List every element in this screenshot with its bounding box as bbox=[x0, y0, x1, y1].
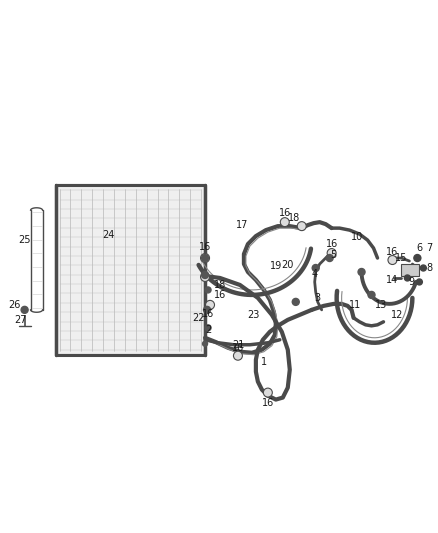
Circle shape bbox=[233, 351, 242, 360]
Text: 9: 9 bbox=[408, 277, 414, 287]
Text: 18: 18 bbox=[214, 280, 226, 290]
Circle shape bbox=[263, 388, 272, 397]
Circle shape bbox=[414, 255, 421, 262]
Text: 16: 16 bbox=[199, 242, 211, 252]
Text: 8: 8 bbox=[426, 263, 432, 273]
Circle shape bbox=[204, 306, 211, 313]
Circle shape bbox=[21, 306, 28, 313]
Text: 20: 20 bbox=[282, 260, 294, 270]
Circle shape bbox=[404, 275, 410, 281]
Text: 25: 25 bbox=[18, 235, 31, 245]
Text: 16: 16 bbox=[386, 247, 399, 257]
Text: 18: 18 bbox=[288, 213, 300, 223]
Text: 4: 4 bbox=[311, 269, 318, 279]
Circle shape bbox=[201, 254, 209, 263]
Text: 16: 16 bbox=[262, 398, 274, 408]
Text: 11: 11 bbox=[350, 300, 362, 310]
Text: 16: 16 bbox=[325, 239, 338, 249]
Circle shape bbox=[420, 265, 426, 271]
Circle shape bbox=[201, 271, 208, 278]
Text: 16: 16 bbox=[202, 309, 214, 319]
Text: 22: 22 bbox=[192, 313, 204, 323]
Text: 16: 16 bbox=[214, 290, 226, 300]
Circle shape bbox=[205, 287, 211, 293]
Text: 27: 27 bbox=[14, 315, 27, 325]
Bar bbox=[56, 185, 205, 355]
Circle shape bbox=[280, 217, 289, 227]
Text: 1: 1 bbox=[261, 357, 267, 367]
Text: 17: 17 bbox=[236, 220, 248, 230]
Circle shape bbox=[417, 279, 422, 285]
Text: 2: 2 bbox=[205, 325, 211, 335]
Bar bbox=[401, 264, 419, 276]
Text: 14: 14 bbox=[386, 275, 399, 285]
Circle shape bbox=[327, 248, 336, 257]
Circle shape bbox=[368, 292, 375, 298]
Text: 13: 13 bbox=[375, 300, 388, 310]
Text: 6: 6 bbox=[416, 243, 422, 253]
Text: 23: 23 bbox=[248, 310, 260, 320]
Circle shape bbox=[326, 255, 333, 262]
Text: 26: 26 bbox=[8, 300, 21, 310]
Text: 21: 21 bbox=[232, 340, 244, 350]
Circle shape bbox=[297, 222, 306, 231]
Text: 7: 7 bbox=[426, 243, 432, 253]
Circle shape bbox=[205, 325, 211, 331]
Text: 24: 24 bbox=[102, 230, 115, 240]
Text: 5: 5 bbox=[331, 250, 337, 260]
Text: 19: 19 bbox=[270, 261, 282, 271]
Text: 16: 16 bbox=[279, 208, 291, 218]
Text: 15: 15 bbox=[395, 253, 408, 263]
Circle shape bbox=[202, 341, 208, 346]
Circle shape bbox=[292, 298, 299, 305]
Circle shape bbox=[358, 269, 365, 276]
Text: 10: 10 bbox=[351, 232, 364, 242]
Circle shape bbox=[388, 255, 397, 264]
Text: 12: 12 bbox=[391, 310, 404, 320]
Circle shape bbox=[201, 255, 208, 262]
Text: 16: 16 bbox=[232, 343, 244, 353]
Circle shape bbox=[312, 264, 319, 271]
Circle shape bbox=[205, 301, 215, 309]
Circle shape bbox=[201, 272, 209, 281]
Text: 3: 3 bbox=[314, 293, 321, 303]
